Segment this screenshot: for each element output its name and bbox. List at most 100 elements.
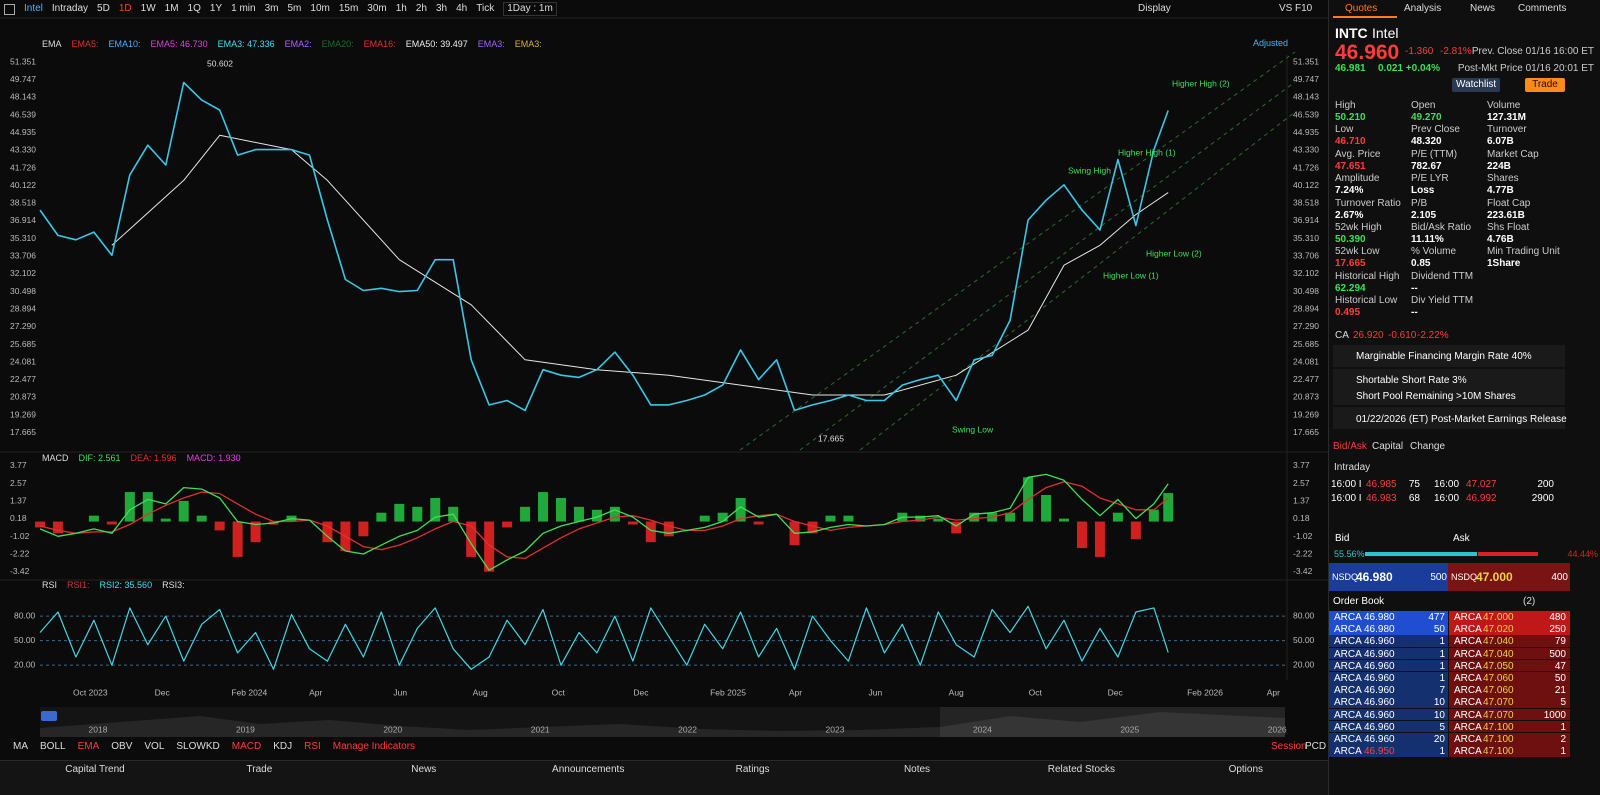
- period-tab[interactable]: 1Q: [187, 3, 201, 14]
- overview-year: 2026: [1268, 724, 1287, 734]
- nav-tab[interactable]: Announcements: [552, 764, 625, 775]
- symbol-icon[interactable]: [4, 3, 15, 15]
- y-tick-label: -2.22: [10, 549, 30, 559]
- channel-line: [739, 51, 1296, 451]
- period-tab[interactable]: 5m: [287, 3, 302, 14]
- overview-handle[interactable]: [41, 711, 57, 721]
- period-tab[interactable]: 4h: [456, 3, 468, 14]
- indicator-toggle[interactable]: RSI: [304, 741, 321, 752]
- intraday-select[interactable]: Intraday: [1334, 462, 1371, 473]
- indicator-toggle[interactable]: SLOWKD: [176, 741, 220, 752]
- period-tab[interactable]: 1W: [140, 3, 156, 14]
- symbol[interactable]: Intel: [24, 3, 43, 14]
- macd-bar: [88, 515, 99, 522]
- period-tab[interactable]: 1D: [118, 3, 132, 14]
- tick-time: 16:00 I: [1331, 479, 1362, 490]
- watchlist-button[interactable]: Watchlist: [1452, 78, 1501, 92]
- y-tick-label: 28.894: [1293, 303, 1319, 313]
- period-tab[interactable]: 1 min: [231, 3, 256, 14]
- indicator-toggle[interactable]: EMA: [77, 741, 100, 752]
- quote-tab[interactable]: Analysis: [1404, 3, 1442, 14]
- indicator-toggle[interactable]: BOLL: [40, 741, 66, 752]
- stat-label: Turnover: [1487, 124, 1527, 136]
- quote-tab[interactable]: Comments: [1518, 3, 1567, 14]
- quote-tab[interactable]: Quotes: [1345, 3, 1378, 14]
- indicator-bar: MA BOLL EMA OBV VOL SLOWKD MACD KDJ RSI Manage In…: [13, 741, 415, 753]
- tick-time: 16:00: [1434, 493, 1460, 504]
- ask-exchange: ARCA: [1454, 734, 1482, 745]
- depth-tab[interactable]: Capital: [1372, 441, 1404, 452]
- interval-select[interactable]: 1Day : 1m: [503, 2, 557, 16]
- nav-tab[interactable]: Ratings: [735, 764, 770, 775]
- depth-tab[interactable]: Bid/Ask: [1333, 441, 1367, 452]
- period-tab[interactable]: Tick: [476, 3, 495, 14]
- pcd-toggle[interactable]: PCD: [1305, 741, 1327, 752]
- display-button[interactable]: Display: [1138, 3, 1171, 14]
- nav-tab[interactable]: Capital Trend: [65, 764, 125, 775]
- indicator-toggle[interactable]: Manage Indicators: [332, 741, 416, 752]
- y-tick-label: 17.665: [10, 427, 36, 437]
- period-tab[interactable]: 5D: [97, 3, 110, 14]
- x-tick-label: Aug: [473, 687, 488, 697]
- period-tab[interactable]: 30m: [367, 3, 387, 14]
- ask-exchange: ARCA: [1454, 612, 1482, 623]
- stat-label: 52wk Low: [1335, 246, 1380, 258]
- nav-tab[interactable]: News: [411, 764, 437, 775]
- overview-year: 2019: [236, 724, 255, 734]
- macd-bar: [933, 518, 944, 522]
- max-label: 50.602: [207, 58, 233, 68]
- indicator-toggle[interactable]: KDJ: [273, 741, 293, 752]
- depth-tab[interactable]: Change: [1410, 441, 1446, 452]
- nav-tab[interactable]: Notes: [903, 764, 931, 775]
- y-tick-label: 32.102: [10, 268, 36, 278]
- ask-exchange: ARCA: [1454, 624, 1482, 636]
- macd-bar: [1076, 521, 1087, 549]
- indicator-toggle[interactable]: OBV: [111, 741, 133, 752]
- nav-tab[interactable]: Trade: [246, 764, 273, 775]
- macd-bar: [1130, 521, 1141, 540]
- macd-bar: [843, 515, 854, 522]
- bid-row-bg: [1329, 696, 1448, 708]
- bid-exchange: ARCA: [1334, 685, 1362, 697]
- nav-tab[interactable]: Related Stocks: [1047, 764, 1116, 775]
- vs-button[interactable]: VS: [1279, 3, 1293, 14]
- quote-tab[interactable]: News: [1470, 3, 1496, 14]
- macd-bar: [322, 521, 333, 543]
- indicator-toggle[interactable]: MACD: [231, 741, 262, 752]
- indicator-name[interactable]: RSI: [42, 579, 58, 590]
- period-tab[interactable]: 3h: [436, 3, 448, 14]
- y-tick-label: 33.706: [10, 251, 36, 261]
- f10-button[interactable]: F10: [1295, 3, 1313, 14]
- last-price: 46.960: [1335, 41, 1400, 64]
- session-toggle[interactable]: Session: [1271, 741, 1307, 752]
- period-tab[interactable]: 3m: [264, 3, 279, 14]
- x-tick-label: Apr: [1267, 687, 1280, 697]
- stat-value: 0.85: [1411, 258, 1431, 270]
- nav-tab[interactable]: Options: [1228, 764, 1264, 775]
- period-tab[interactable]: 1M: [164, 3, 179, 14]
- bid-ask-bar: [1478, 552, 1538, 556]
- trade-button[interactable]: Trade: [1525, 78, 1565, 92]
- y-tick-label: 50.00: [14, 635, 36, 645]
- period-tab[interactable]: 1Y: [209, 3, 223, 14]
- period-tab[interactable]: Intraday: [51, 3, 89, 14]
- indicator-toggle[interactable]: VOL: [144, 741, 165, 752]
- macd-bar: [502, 521, 513, 528]
- indicator-toggle[interactable]: MA: [13, 741, 28, 752]
- period-tab[interactable]: 2h: [415, 3, 427, 14]
- notice-box: [1333, 369, 1565, 405]
- stat-label: High: [1335, 100, 1356, 111]
- indicator-name[interactable]: EMA: [42, 38, 62, 49]
- tick-price: 46.985: [1366, 479, 1397, 490]
- ask-size: 480: [1549, 612, 1566, 623]
- y-tick-label: 20.00: [14, 659, 36, 669]
- period-tab[interactable]: 10m: [310, 3, 330, 14]
- pattern-annotation: Higher Low (2): [1146, 248, 1202, 258]
- legend-entry: EMA5: 46.730: [150, 38, 208, 49]
- period-tab[interactable]: 1h: [395, 3, 407, 14]
- macd-bar: [969, 512, 980, 522]
- macd-bar: [1059, 518, 1070, 522]
- period-tab[interactable]: 15m: [338, 3, 359, 14]
- indicator-name[interactable]: MACD: [42, 452, 69, 463]
- adjusted-toggle[interactable]: Adjusted: [1253, 38, 1289, 48]
